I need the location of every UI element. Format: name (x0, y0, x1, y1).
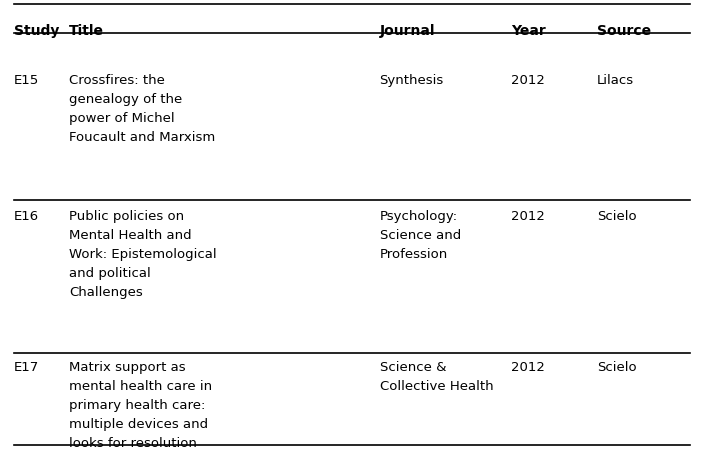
Text: Crossfires: the
genealogy of the
power of Michel
Foucault and Marxism: Crossfires: the genealogy of the power o… (69, 74, 215, 144)
Text: Scielo: Scielo (597, 360, 636, 373)
Text: Synthesis: Synthesis (379, 74, 444, 87)
Text: Public policies on
Mental Health and
Work: Epistemological
and political
Challen: Public policies on Mental Health and Wor… (69, 209, 217, 298)
Text: Lilacs: Lilacs (597, 74, 634, 87)
Text: Source: Source (597, 23, 651, 38)
Text: Science &
Collective Health: Science & Collective Health (379, 360, 494, 392)
Text: 2012: 2012 (510, 209, 545, 222)
Text: Matrix support as
mental health care in
primary health care:
multiple devices an: Matrix support as mental health care in … (69, 360, 213, 449)
Text: Scielo: Scielo (597, 209, 636, 222)
Text: 2012: 2012 (510, 360, 545, 373)
Text: Title: Title (69, 23, 104, 38)
Text: Year: Year (510, 23, 546, 38)
Text: Journal: Journal (379, 23, 435, 38)
Text: E17: E17 (14, 360, 39, 373)
Text: Study: Study (14, 23, 59, 38)
Text: E15: E15 (14, 74, 39, 87)
Text: E16: E16 (14, 209, 39, 222)
Text: 2012: 2012 (510, 74, 545, 87)
Text: Psychology:
Science and
Profession: Psychology: Science and Profession (379, 209, 461, 260)
